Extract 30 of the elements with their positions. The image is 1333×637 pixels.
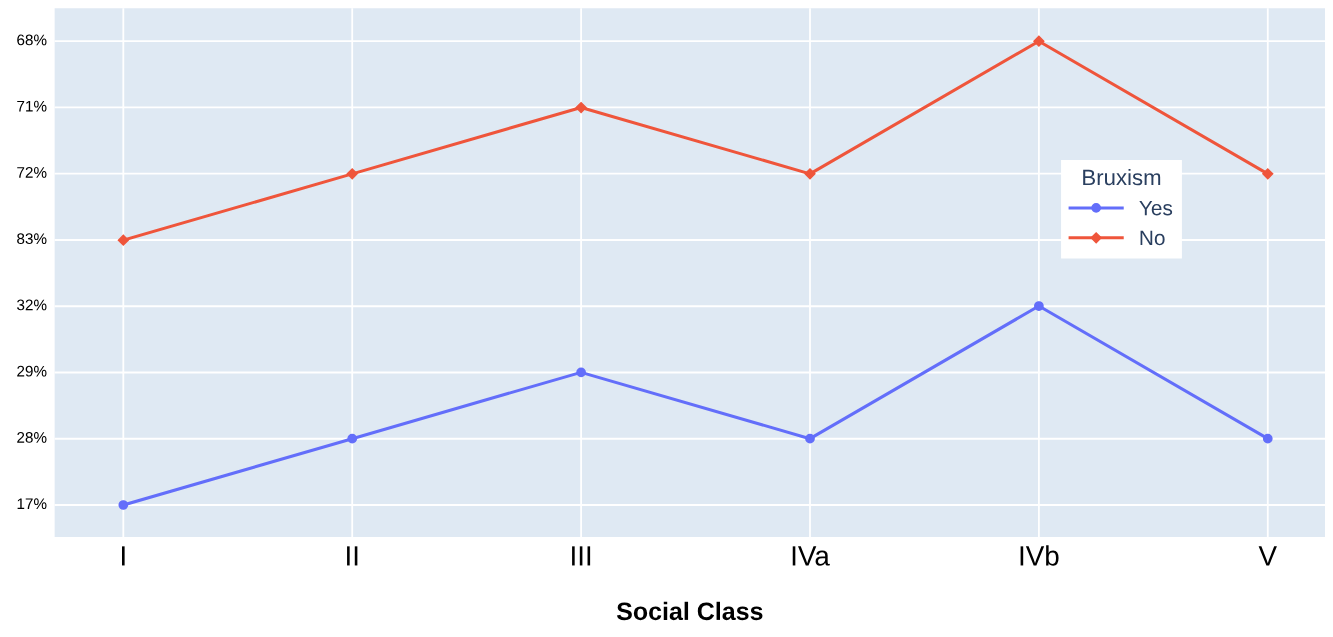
point: [1033, 35, 1045, 47]
text: 29%: [17, 365, 47, 377]
text: 72%: [17, 167, 47, 178]
point: [804, 168, 816, 180]
text: 28%: [17, 432, 47, 443]
x-tick-label: I: [122, 546, 125, 566]
point: [575, 101, 587, 114]
point: [576, 367, 586, 378]
point: [1034, 301, 1044, 311]
text: 32%: [17, 299, 47, 311]
x-tick-label: II: [347, 546, 358, 566]
legend-label: No: [1140, 230, 1165, 246]
text: 83%: [17, 233, 47, 245]
text: 71%: [17, 100, 47, 112]
x-tick-label: V: [1258, 546, 1277, 566]
legend-title: Bruxism: [1083, 169, 1161, 186]
legend-label: Yes: [1139, 200, 1173, 216]
point: [1262, 433, 1273, 444]
point: [117, 234, 129, 246]
point: [805, 433, 815, 444]
point: [346, 168, 358, 180]
x-axis-title: Social Class: [616, 601, 763, 621]
x-tick-label: III: [572, 546, 591, 566]
point: [118, 500, 129, 510]
point: [347, 433, 358, 444]
x-tick-label: IVb: [1020, 545, 1059, 566]
point: [1262, 168, 1274, 180]
text: 17%: [17, 498, 47, 510]
text: 68%: [17, 34, 47, 46]
x-tick-label: IVa: [792, 546, 830, 566]
